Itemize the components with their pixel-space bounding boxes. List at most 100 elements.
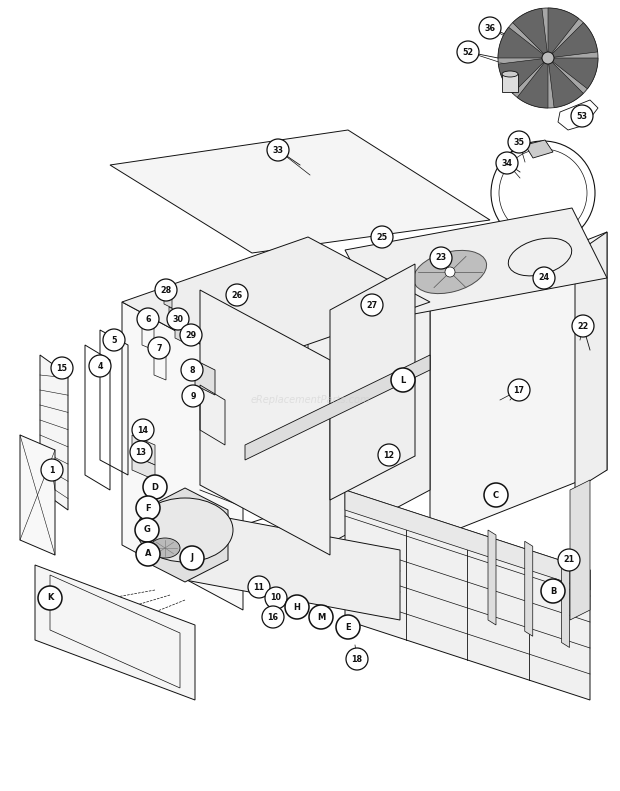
Circle shape: [572, 315, 594, 337]
Polygon shape: [200, 290, 330, 555]
Text: F: F: [145, 504, 151, 513]
Polygon shape: [185, 510, 400, 620]
Circle shape: [132, 419, 154, 441]
Text: G: G: [144, 525, 151, 535]
Circle shape: [155, 279, 177, 301]
Circle shape: [180, 324, 202, 346]
Circle shape: [38, 586, 62, 610]
Circle shape: [130, 441, 152, 463]
Polygon shape: [525, 541, 533, 636]
Text: 17: 17: [513, 385, 525, 395]
Circle shape: [265, 587, 287, 609]
Circle shape: [51, 357, 73, 379]
Circle shape: [371, 226, 393, 248]
Text: 11: 11: [254, 582, 265, 592]
Circle shape: [136, 542, 160, 566]
Text: M: M: [317, 612, 325, 622]
Text: 18: 18: [352, 654, 363, 664]
Circle shape: [143, 475, 167, 499]
Text: eReplacementParts.com: eReplacementParts.com: [250, 395, 370, 405]
Polygon shape: [548, 58, 583, 108]
Text: A: A: [144, 550, 151, 558]
Polygon shape: [548, 8, 579, 58]
Circle shape: [136, 496, 160, 520]
Text: 29: 29: [185, 331, 197, 339]
Ellipse shape: [150, 538, 180, 558]
Ellipse shape: [137, 498, 233, 562]
Circle shape: [542, 52, 554, 64]
Text: K: K: [47, 593, 53, 603]
Circle shape: [309, 605, 333, 629]
Circle shape: [445, 267, 455, 277]
Text: 28: 28: [161, 286, 172, 294]
Text: 1: 1: [49, 465, 55, 475]
Polygon shape: [40, 355, 68, 510]
Polygon shape: [164, 288, 172, 308]
Polygon shape: [175, 322, 183, 342]
Polygon shape: [525, 140, 553, 158]
Text: 23: 23: [435, 253, 446, 263]
Text: 16: 16: [267, 612, 278, 622]
Circle shape: [479, 17, 501, 39]
Text: L: L: [401, 376, 405, 384]
Circle shape: [135, 518, 159, 542]
Text: 6: 6: [145, 315, 151, 324]
Polygon shape: [169, 307, 177, 327]
Text: 52: 52: [463, 47, 474, 56]
Circle shape: [248, 576, 270, 598]
Polygon shape: [122, 237, 430, 367]
Circle shape: [378, 444, 400, 466]
Polygon shape: [245, 355, 430, 460]
Text: 12: 12: [383, 451, 394, 460]
Circle shape: [391, 368, 415, 392]
Text: C: C: [493, 490, 499, 499]
Text: D: D: [151, 483, 159, 491]
Text: 9: 9: [190, 392, 196, 400]
Polygon shape: [517, 58, 548, 108]
Text: 53: 53: [577, 112, 588, 120]
Polygon shape: [142, 488, 228, 582]
Polygon shape: [132, 435, 155, 465]
Text: 25: 25: [376, 233, 388, 241]
Circle shape: [226, 284, 248, 306]
Text: 24: 24: [538, 274, 549, 282]
Circle shape: [498, 8, 598, 108]
Polygon shape: [110, 130, 490, 253]
Circle shape: [361, 294, 383, 316]
Polygon shape: [562, 552, 570, 648]
Text: 4: 4: [97, 361, 103, 370]
Polygon shape: [570, 480, 590, 620]
Polygon shape: [132, 455, 155, 480]
Polygon shape: [345, 490, 590, 700]
Circle shape: [89, 355, 111, 377]
Circle shape: [41, 459, 63, 481]
Circle shape: [430, 247, 452, 269]
Text: 33: 33: [273, 146, 283, 154]
Polygon shape: [345, 208, 607, 320]
Ellipse shape: [414, 251, 487, 293]
Text: 34: 34: [502, 158, 513, 168]
Text: 36: 36: [484, 24, 495, 32]
Text: H: H: [293, 603, 301, 611]
Circle shape: [508, 379, 530, 401]
Text: 21: 21: [564, 555, 575, 565]
Text: 35: 35: [513, 138, 525, 146]
Text: 8: 8: [189, 365, 195, 374]
Circle shape: [533, 267, 555, 289]
Text: 13: 13: [136, 448, 146, 456]
Polygon shape: [330, 264, 415, 500]
Polygon shape: [513, 9, 548, 58]
Circle shape: [180, 546, 204, 570]
Polygon shape: [488, 530, 496, 625]
Circle shape: [267, 139, 289, 161]
Text: 22: 22: [577, 321, 588, 331]
Text: 30: 30: [172, 315, 184, 324]
Text: 15: 15: [56, 364, 68, 373]
Circle shape: [103, 329, 125, 351]
Circle shape: [285, 595, 309, 619]
Polygon shape: [502, 74, 518, 92]
Circle shape: [346, 648, 368, 670]
Circle shape: [137, 308, 159, 330]
Text: J: J: [190, 554, 193, 562]
Circle shape: [484, 483, 508, 507]
